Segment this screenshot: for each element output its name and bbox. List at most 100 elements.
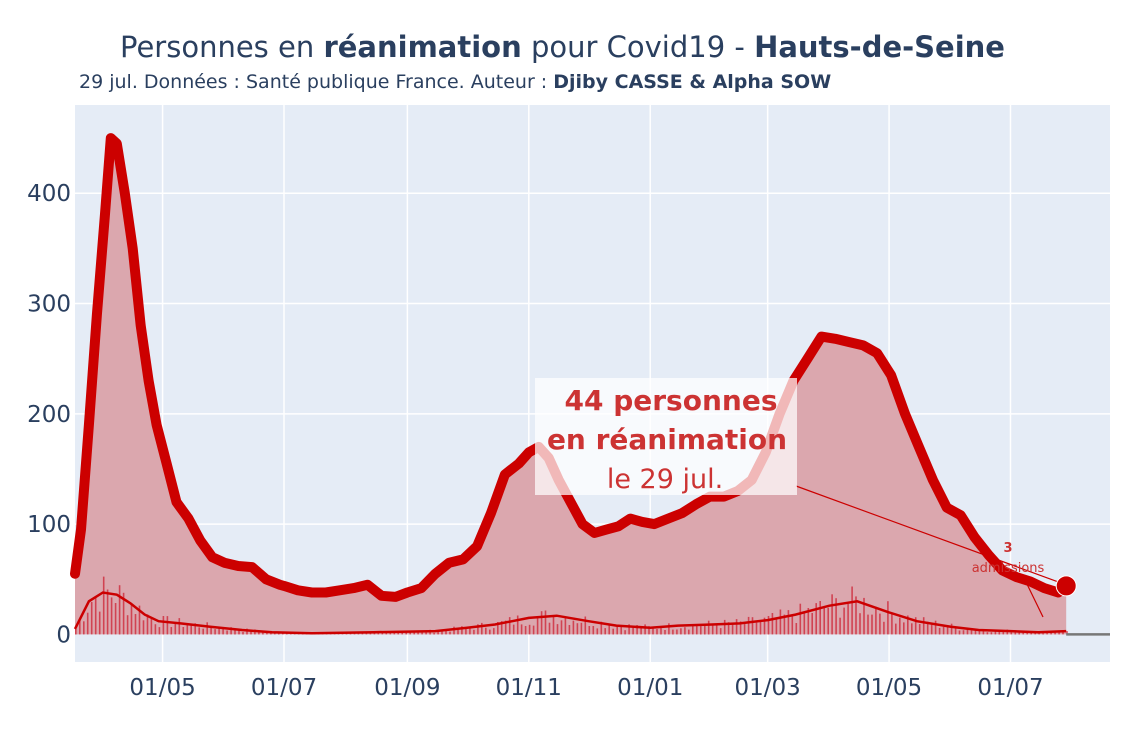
admissions-value: 3: [1003, 541, 1012, 556]
admission-bar: [242, 631, 244, 635]
admission-bar: [644, 624, 646, 635]
admission-bar: [576, 623, 579, 635]
x-tick-0: 01/05: [129, 675, 195, 701]
admission-bar: [194, 623, 196, 635]
admission-bar: [154, 624, 157, 635]
admission-bar: [262, 632, 264, 635]
admission-bar: [787, 610, 790, 635]
admission-bar: [282, 633, 284, 635]
admission-bar: [497, 622, 499, 635]
admission-bar: [930, 624, 933, 635]
last-value-marker: [1055, 575, 1077, 597]
admission-bar: [441, 630, 443, 635]
admissions-label: admissions: [972, 561, 1045, 576]
admission-bar: [548, 622, 551, 635]
admission-bar: [707, 620, 710, 635]
admission-bar: [604, 628, 606, 635]
admission-bar: [357, 633, 360, 635]
admission-bar: [950, 623, 953, 635]
admission-bar: [1018, 632, 1020, 635]
admission-bar: [572, 620, 575, 635]
admission-bar: [692, 624, 694, 635]
admission-bar: [775, 617, 778, 635]
admission-bar: [520, 624, 523, 635]
admission-bar: [1010, 632, 1013, 635]
admission-bar: [907, 615, 909, 635]
admission-bar: [715, 625, 718, 635]
admission-bar: [803, 611, 806, 635]
admission-bar: [1050, 632, 1052, 635]
admission-bar: [656, 629, 658, 635]
admission-bar: [1054, 632, 1056, 635]
x-tick-4: 01/01: [617, 675, 683, 701]
admission-bar: [166, 616, 169, 635]
admission-bar: [182, 627, 185, 635]
admission-bar: [986, 632, 989, 635]
admission-bar: [958, 630, 961, 635]
admission-bar: [222, 629, 224, 635]
admission-bar: [974, 630, 977, 635]
admission-bar: [751, 617, 754, 635]
admission-bar: [138, 605, 141, 635]
admission-bar: [114, 603, 117, 635]
admission-bar: [186, 624, 189, 635]
admission-bar: [942, 626, 945, 635]
admission-bar: [560, 620, 563, 635]
admission-bar: [158, 627, 161, 635]
admission-bar: [771, 613, 774, 635]
admission-bar: [230, 627, 232, 635]
admission-bar: [1026, 633, 1028, 635]
admission-bar: [178, 618, 181, 635]
admission-bar: [409, 632, 411, 635]
admission-bar: [652, 626, 654, 635]
admission-bar: [174, 623, 177, 635]
admission-bar: [433, 632, 435, 635]
admissions-arrow: [1024, 579, 1044, 618]
admission-bar: [914, 617, 917, 635]
admission-bar: [807, 608, 810, 635]
admission-bar: [568, 625, 571, 635]
admission-bar: [397, 633, 399, 635]
admission-bar: [867, 614, 869, 635]
admission-bar: [684, 627, 686, 635]
admission-bar: [1014, 631, 1017, 635]
admission-bar: [851, 586, 853, 635]
admission-bar: [596, 628, 599, 635]
admission-bar: [700, 626, 702, 635]
admission-bar: [457, 629, 459, 635]
admission-bar: [875, 606, 877, 635]
admission-bar: [911, 623, 913, 635]
admission-bar: [899, 617, 901, 635]
admission-bar: [552, 616, 555, 635]
admission-bar: [493, 628, 495, 635]
admission-bar: [704, 624, 706, 635]
admission-bar: [648, 626, 650, 635]
admission-bar: [206, 622, 208, 635]
icu-line: [70, 133, 1072, 602]
admission-bar: [664, 630, 666, 635]
admission-bar: [636, 625, 638, 635]
admission-bar: [835, 598, 837, 635]
admission-bar: [731, 623, 734, 635]
x-tick-3: 01/11: [496, 675, 562, 701]
admission-bar: [819, 601, 821, 635]
admission-bar: [799, 603, 802, 635]
admission-bar: [711, 624, 714, 635]
admission-bar: [739, 621, 742, 635]
admission-bar: [532, 625, 535, 635]
admission-bar: [616, 625, 618, 635]
admission-bar: [831, 594, 833, 635]
admission-bar: [871, 614, 873, 635]
admission-bar: [922, 617, 925, 635]
admission-bar: [485, 627, 487, 635]
x-tick-7: 01/07: [977, 675, 1043, 701]
y-tick-400: 400: [27, 181, 71, 207]
admission-bar: [190, 624, 192, 635]
admission-bar: [918, 624, 921, 635]
admission-bar: [536, 616, 539, 635]
admission-bar: [449, 631, 451, 635]
admission-bar: [461, 626, 463, 635]
admission-bar: [811, 613, 813, 635]
admission-bar: [401, 632, 403, 635]
